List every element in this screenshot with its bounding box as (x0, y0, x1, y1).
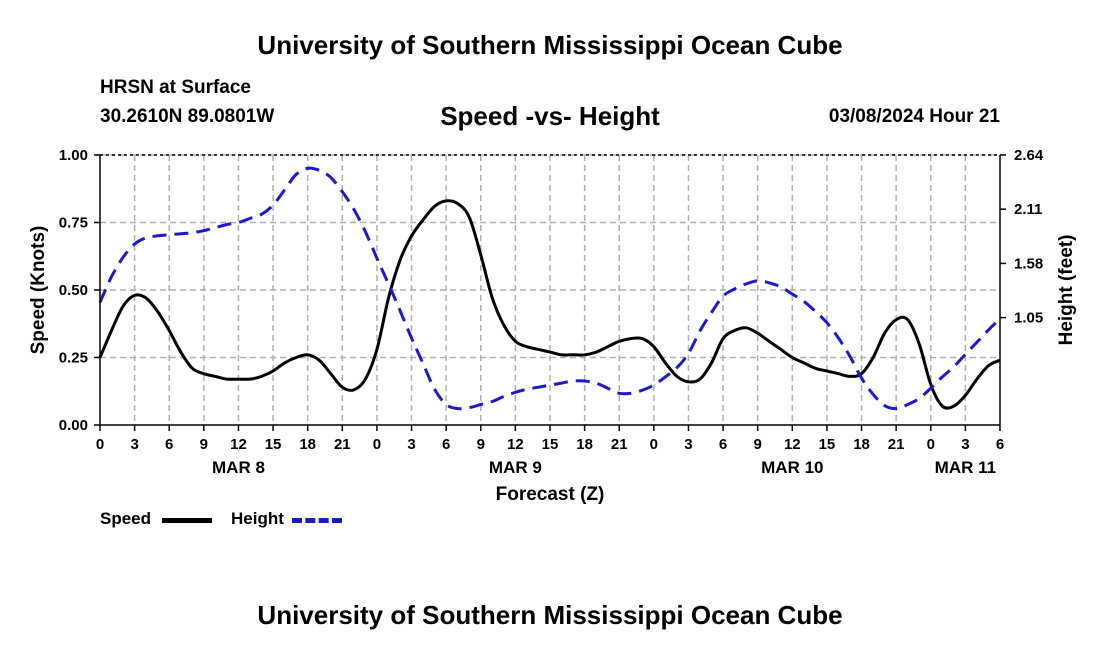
x-tick-label: 15 (542, 436, 559, 453)
station-label: HRSN at Surface (100, 77, 251, 98)
y-left-tick-label: 0.75 (59, 215, 88, 232)
station-coordinates: 30.2610N 89.0801W (100, 106, 275, 127)
y-left-axis-title: Speed (Knots) (28, 226, 49, 355)
data-series (98, 166, 1002, 411)
x-tick-label: 0 (373, 436, 381, 453)
x-tick-label: 3 (407, 436, 415, 453)
x-tick-label: 12 (784, 436, 801, 453)
x-tick-label: 3 (684, 436, 692, 453)
x-tick-label: 9 (200, 436, 208, 453)
legend-height-label: Height (231, 509, 284, 528)
page-title: University of Southern Mississippi Ocean… (257, 30, 843, 60)
x-tick-label: 6 (719, 436, 727, 453)
y-right-tick-label: 1.05 (1014, 310, 1043, 327)
y-right-tick-label: 2.64 (1014, 147, 1044, 164)
x-axis-title: Forecast (Z) (496, 484, 605, 505)
legend-height-swatch (292, 518, 342, 523)
series-line-height (98, 166, 1002, 411)
x-tick-label: 21 (888, 436, 905, 453)
x-tick-label: 3 (961, 436, 969, 453)
x-tick-label: 6 (165, 436, 173, 453)
x-tick-label: 9 (754, 436, 762, 453)
x-tick-label: 9 (477, 436, 485, 453)
axis-labels: 0 3 6 9 12 15 18 21 0 3 6 9 12 15 18 21 0 3 6 9 12 15 18 21 0 3 6M… (28, 147, 1077, 505)
x-tick-label: 21 (611, 436, 628, 453)
x-day-label: MAR 11 (935, 458, 996, 477)
x-tick-label: 3 (130, 436, 138, 453)
footer-title: University of Southern Mississippi Ocean… (257, 600, 843, 630)
x-day-label: MAR 10 (761, 458, 823, 477)
y-left-tick-label: 0.00 (59, 417, 88, 434)
x-tick-label: 0 (927, 436, 935, 453)
series-line-speed (98, 199, 1001, 410)
y-right-tick-label: 2.11 (1014, 201, 1042, 218)
x-tick-label: 18 (299, 436, 316, 453)
forecast-datetime: 03/08/2024 Hour 21 (828, 106, 1000, 127)
x-tick-label: 15 (819, 436, 836, 453)
chart-title: Speed -vs- Height (440, 101, 660, 131)
x-tick-label: 12 (230, 436, 247, 453)
legend-speed-swatch (162, 518, 212, 523)
legend-speed-label: Speed (100, 509, 152, 528)
x-tick-label: 18 (853, 436, 870, 453)
x-tick-label: 21 (334, 436, 351, 453)
grid-lines (100, 154, 1000, 425)
x-tick-label: 12 (507, 436, 524, 453)
x-tick-label: 0 (96, 436, 104, 453)
y-left-tick-label: 0.25 (59, 350, 88, 367)
x-day-label: MAR 8 (212, 458, 265, 477)
y-left-tick-label: 0.50 (59, 282, 88, 299)
x-tick-label: 0 (650, 436, 658, 453)
x-day-label: MAR 9 (489, 458, 542, 477)
y-right-axis-title: Height (feet) (1056, 235, 1077, 346)
x-tick-label: 6 (442, 436, 450, 453)
y-left-tick-label: 1.00 (59, 147, 88, 164)
x-tick-label: 6 (996, 436, 1004, 453)
y-right-tick-label: 1.58 (1014, 255, 1043, 272)
x-tick-label: 15 (265, 436, 282, 453)
axes (94, 154, 1006, 431)
x-tick-label: 18 (576, 436, 593, 453)
